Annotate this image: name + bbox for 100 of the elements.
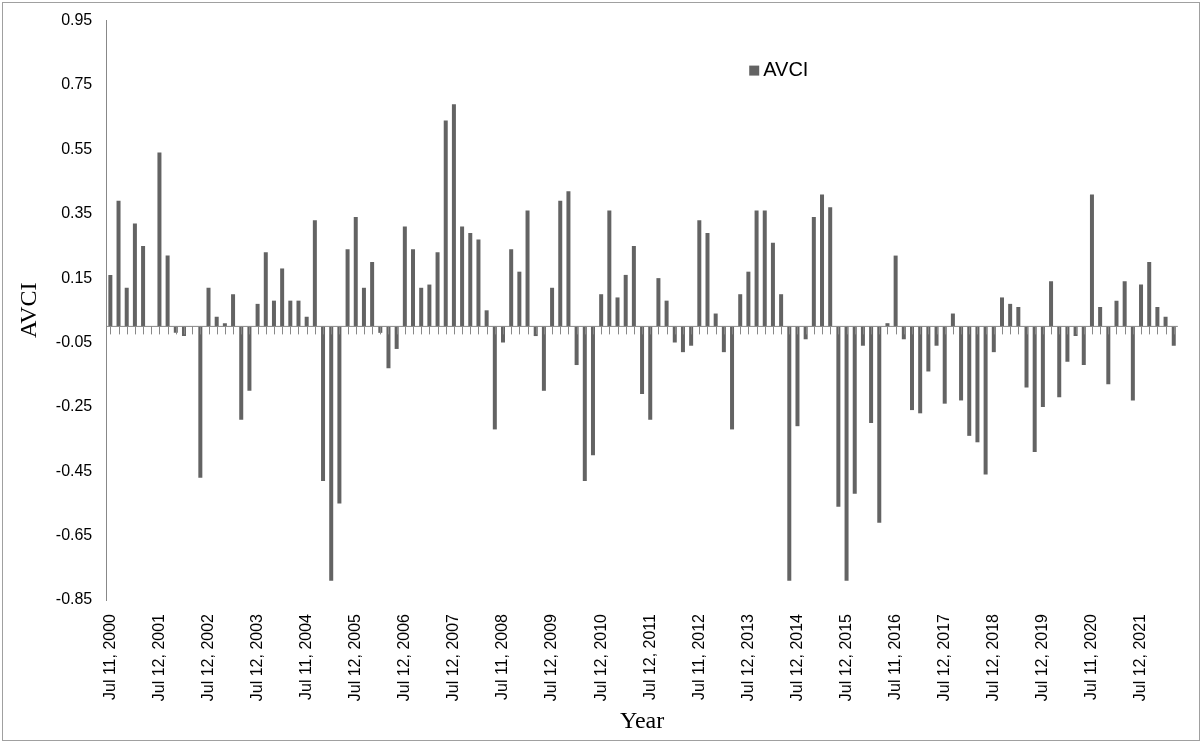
x-tick-label: Jul 12, 2019 [1033,613,1051,702]
bar [1081,326,1086,366]
x-tick-label: Jul 12, 2002 [198,613,216,702]
bar [271,300,276,327]
bar [1114,300,1119,327]
bar [476,239,481,327]
bar [926,326,931,372]
bar [738,294,743,327]
bar [1171,326,1176,346]
bar [950,313,955,327]
bar [460,226,465,327]
x-tick-label: Jul 11, 2004 [297,613,315,701]
x-tick-label: Jul 11, 2012 [689,613,707,701]
bar [492,326,497,430]
x-tick-label: Jul 12, 2014 [787,613,805,702]
bar [811,216,816,327]
bar [525,210,530,327]
bar [165,255,170,327]
bar [541,326,546,391]
bar [762,210,767,327]
x-tick-label: Jul 12, 2018 [984,613,1002,702]
bar [435,252,440,327]
bar [983,326,988,475]
y-tick-label: -0.45 [55,461,93,479]
bar [860,326,865,346]
bar [852,326,857,494]
bar [558,200,563,327]
x-tick-label: Jul 12, 2001 [149,613,167,702]
bar [877,326,882,523]
y-tick-label: 0.75 [61,75,93,93]
y-axis-title: AVCI [14,282,41,339]
y-tick-label: -0.85 [55,590,93,608]
bar [280,268,285,327]
bar [885,323,890,327]
bar [582,326,587,481]
bar [1008,303,1013,327]
bar [1106,326,1111,385]
bar [304,316,309,327]
x-tick-label: Jul 12, 2015 [836,613,854,702]
x-tick-label: Jul 12, 2021 [1131,613,1149,702]
bar [296,300,301,327]
bar [566,191,571,327]
x-tick-label: Jul 12, 2010 [591,613,609,702]
bar [1040,326,1045,407]
bar [615,297,620,327]
bar [239,326,244,420]
y-tick-label: -0.25 [55,397,93,415]
bar [198,326,203,478]
bar [255,303,260,327]
bar [353,216,358,327]
bar [1155,307,1160,327]
bar [214,316,219,327]
bar [1032,326,1037,452]
bar [386,326,391,369]
bar [370,262,375,327]
bar [222,323,227,327]
bar [721,326,726,353]
bar [116,200,121,327]
bar [664,300,669,327]
bar [590,326,595,456]
bar [468,233,473,327]
bar [411,249,416,327]
bar [263,252,268,327]
bar [910,326,914,411]
bar [361,287,366,327]
bar [509,249,514,327]
bar [1057,326,1062,398]
bar [689,326,694,346]
bar [1049,281,1054,327]
bar [1163,316,1168,327]
bar [893,255,898,327]
bar [795,326,800,427]
bar [828,207,833,327]
legend-label: AVCI [763,58,809,81]
bar [288,300,293,327]
bar [157,152,162,327]
x-tick-label: Jul 12, 2003 [248,613,265,702]
bar [1016,307,1021,327]
bar [820,194,825,327]
bar [713,313,718,327]
bar [1130,326,1135,401]
x-tick-label: Jul 12, 2011 [640,613,658,701]
x-tick-label: Jul 12, 2009 [542,613,560,702]
bar [443,120,448,327]
bar [337,326,342,504]
bar [705,233,710,327]
y-tick-label: -0.05 [55,332,93,350]
bar [991,326,996,353]
bar [108,274,113,327]
x-tick-label: Jul 12, 2017 [935,613,953,702]
bar [934,326,939,346]
bar [419,287,424,327]
bar [124,287,129,327]
y-tick-label: 0.15 [61,268,93,286]
y-tick-label: 0.55 [61,139,93,157]
x-axis-title: Year [619,706,665,733]
bar [599,294,604,327]
bar [640,326,645,394]
bar [730,326,735,430]
bar [746,271,751,327]
